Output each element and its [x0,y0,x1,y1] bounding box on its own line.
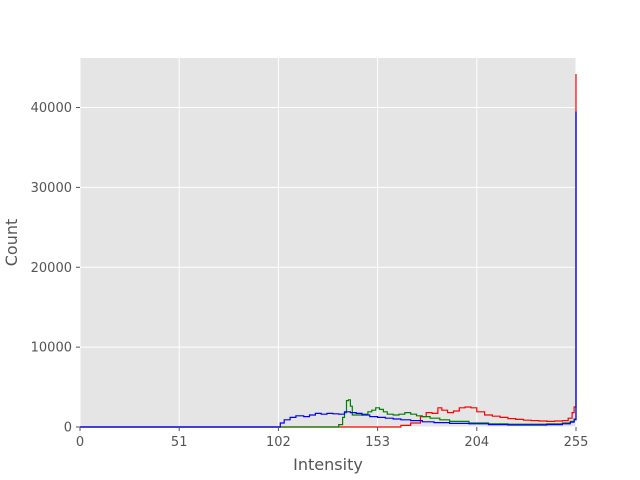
x-tick-label: 204 [464,435,489,450]
x-tick-label: 153 [365,435,390,450]
y-tick-label: 20000 [31,261,72,276]
y-tick-label: 40000 [31,101,72,116]
x-tick-label: 51 [171,435,188,450]
x-tick-label: 0 [76,435,84,450]
series-line-1 [80,111,577,428]
x-tick-label: 102 [266,435,291,450]
y-tick-label: 0 [64,421,72,436]
series-layer [80,74,577,428]
x-tick-label: 255 [564,435,589,450]
y-axis-label: Count [2,219,21,267]
series-line-0 [80,74,577,428]
series-line-2 [80,111,577,428]
y-tick-label: 30000 [31,181,72,196]
axis-ticks: 0 51 102 153 204 255 0 10000 20000 30000 40000 [31,101,589,450]
x-axis-label: Intensity [293,455,363,474]
y-tick-label: 10000 [31,341,72,356]
plot-area [80,58,576,427]
